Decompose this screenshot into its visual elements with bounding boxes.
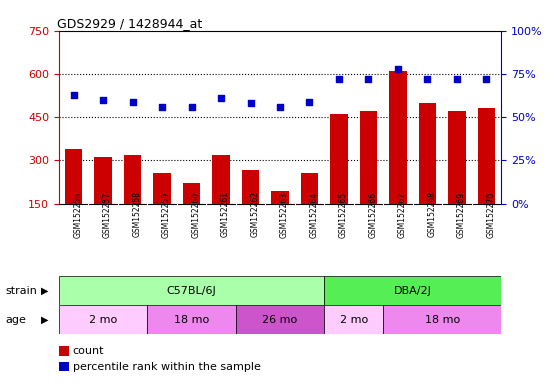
Point (246, 100, 255, 106)
Text: GSM152266: GSM152266 (368, 191, 377, 238)
Point (217, 95, 226, 101)
Point (452, 76, 461, 82)
Text: age: age (6, 314, 26, 325)
Text: GSM152261: GSM152261 (221, 192, 230, 237)
Bar (59, 276, 324, 305)
Bar (94, 157, 112, 204)
Point (482, 76, 491, 82)
Text: GSM152264: GSM152264 (310, 191, 319, 238)
Text: GSM152262: GSM152262 (250, 192, 259, 237)
Text: GSM152267: GSM152267 (398, 191, 407, 238)
Text: DBA/2J: DBA/2J (394, 286, 432, 296)
Text: ▶: ▶ (41, 314, 48, 325)
Text: strain: strain (6, 286, 38, 296)
Bar (65, 149, 82, 204)
Point (69, 91, 78, 98)
Bar (448, 111, 466, 204)
Point (276, 104, 284, 110)
Point (128, 98, 137, 104)
Text: 2 mo: 2 mo (89, 314, 117, 325)
Point (157, 104, 166, 110)
Bar (271, 190, 289, 204)
Text: GSM152265: GSM152265 (339, 191, 348, 238)
Bar (301, 173, 318, 204)
Text: C57BL/6J: C57BL/6J (167, 286, 216, 296)
Bar (183, 184, 200, 204)
Text: 26 mo: 26 mo (263, 314, 297, 325)
Bar (59, 305, 147, 334)
Text: 18 mo: 18 mo (424, 314, 460, 325)
Text: count: count (73, 346, 104, 356)
Bar (236, 305, 324, 334)
Text: ▶: ▶ (41, 286, 48, 296)
Bar (389, 71, 407, 204)
Bar (324, 276, 501, 305)
Bar (330, 114, 348, 204)
Point (305, 98, 314, 104)
Text: GSM152270: GSM152270 (487, 191, 496, 238)
Point (364, 76, 373, 82)
Bar (383, 305, 501, 334)
Point (187, 104, 196, 110)
Bar (360, 111, 377, 204)
Text: GSM152259: GSM152259 (162, 191, 171, 238)
Text: 2 mo: 2 mo (339, 314, 368, 325)
Bar (324, 305, 383, 334)
Text: GSM152268: GSM152268 (427, 192, 436, 237)
Point (394, 66, 403, 72)
Text: GSM152258: GSM152258 (133, 192, 142, 237)
Text: GSM152269: GSM152269 (457, 191, 466, 238)
Bar (147, 305, 236, 334)
Text: GDS2929 / 1428944_at: GDS2929 / 1428944_at (57, 17, 202, 30)
Bar (153, 173, 171, 204)
Text: percentile rank within the sample: percentile rank within the sample (73, 362, 260, 372)
Text: GSM152260: GSM152260 (192, 191, 200, 238)
Bar (242, 170, 259, 204)
Bar (478, 108, 495, 204)
Text: GSM152257: GSM152257 (103, 191, 112, 238)
Bar (419, 103, 436, 204)
Point (99, 97, 108, 103)
Bar (212, 154, 230, 204)
Text: 18 mo: 18 mo (174, 314, 209, 325)
Text: GSM152256: GSM152256 (73, 191, 82, 238)
Bar (124, 154, 141, 204)
Point (334, 76, 343, 82)
Text: GSM152263: GSM152263 (280, 191, 289, 238)
Point (423, 76, 432, 82)
